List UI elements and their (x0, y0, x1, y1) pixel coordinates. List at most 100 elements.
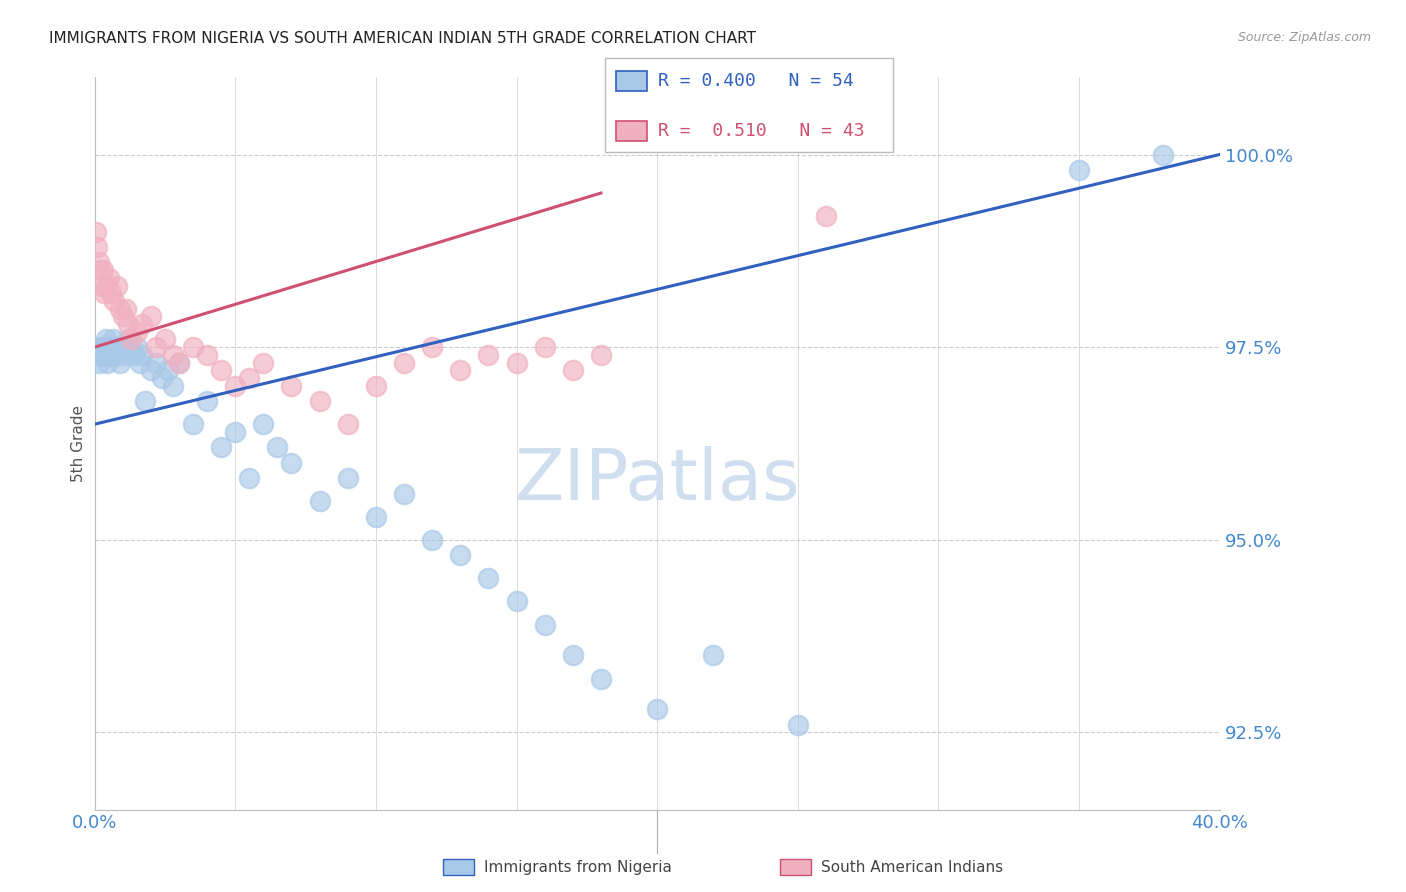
Point (94, 278, 117, 293)
Point (533, 617, 555, 632)
Point (100, 348, 122, 362)
Point (86, 240, 108, 254)
Point (505, 594, 527, 608)
Point (505, 355, 527, 369)
Point (364, 378, 387, 392)
Point (645, 702, 668, 716)
Point (814, 209, 837, 223)
Point (120, 333, 142, 347)
Point (120, 340, 142, 354)
Point (589, 672, 612, 686)
Point (477, 348, 499, 362)
Point (449, 363, 471, 377)
Point (150, 371, 173, 385)
Point (125, 325, 148, 339)
Point (181, 417, 204, 432)
Point (224, 378, 246, 392)
Point (533, 340, 555, 354)
Text: Immigrants from Nigeria: Immigrants from Nigeria (484, 860, 672, 874)
Point (336, 417, 359, 432)
Point (87, 255, 110, 269)
Point (111, 340, 134, 354)
Point (702, 648, 724, 663)
Point (91, 348, 114, 362)
Text: IMMIGRANTS FROM NIGERIA VS SOUTH AMERICAN INDIAN 5TH GRADE CORRELATION CHART: IMMIGRANTS FROM NIGERIA VS SOUTH AMERICA… (49, 31, 756, 46)
Point (114, 348, 136, 362)
Point (101, 333, 124, 347)
Point (308, 494, 330, 508)
Point (1152, 147, 1174, 161)
Point (139, 310, 162, 324)
Point (131, 348, 153, 362)
Point (97, 340, 120, 354)
Point (280, 456, 302, 470)
Point (477, 571, 499, 585)
Point (224, 425, 246, 439)
Point (392, 355, 415, 369)
Point (100, 286, 122, 301)
Point (1067, 162, 1090, 177)
Point (122, 348, 145, 362)
Point (392, 486, 415, 500)
Text: South American Indians: South American Indians (821, 860, 1004, 874)
Point (96, 355, 118, 369)
Point (153, 333, 176, 347)
Point (103, 293, 125, 308)
Point (139, 363, 162, 377)
Point (195, 394, 218, 409)
Y-axis label: 5th Grade: 5th Grade (72, 405, 86, 482)
Point (89, 263, 111, 277)
Point (108, 355, 131, 369)
Point (90, 278, 112, 293)
Point (145, 340, 167, 354)
Point (84, 225, 107, 239)
Text: ZIPatlas: ZIPatlas (515, 446, 800, 515)
Point (364, 509, 387, 524)
Point (336, 471, 359, 485)
Point (167, 355, 190, 369)
Point (209, 441, 232, 455)
Text: Source: ZipAtlas.com: Source: ZipAtlas.com (1237, 31, 1371, 45)
Point (93, 340, 115, 354)
Point (449, 548, 471, 562)
Point (308, 394, 330, 409)
Point (145, 355, 167, 369)
Point (252, 417, 274, 432)
Point (786, 718, 808, 732)
Point (167, 355, 190, 369)
Point (90, 348, 112, 362)
Point (111, 310, 134, 324)
Point (238, 371, 260, 385)
Point (128, 355, 150, 369)
Point (561, 363, 583, 377)
Point (117, 333, 139, 347)
Point (97, 270, 120, 285)
Point (131, 317, 153, 331)
Point (93, 286, 115, 301)
Point (420, 340, 443, 354)
Point (117, 317, 139, 331)
Text: R = 0.400   N = 54: R = 0.400 N = 54 (658, 72, 853, 90)
Point (87, 355, 110, 369)
Point (209, 363, 232, 377)
Point (162, 348, 184, 362)
Point (94, 333, 117, 347)
Point (181, 340, 204, 354)
Point (86, 348, 108, 362)
Point (125, 340, 148, 354)
Point (420, 533, 443, 547)
Point (195, 348, 218, 362)
Point (156, 363, 179, 377)
Point (162, 378, 184, 392)
Point (103, 340, 125, 354)
Point (134, 394, 156, 409)
Point (252, 355, 274, 369)
Point (98, 348, 121, 362)
Point (108, 301, 131, 316)
Point (238, 471, 260, 485)
Text: R =  0.510   N = 43: R = 0.510 N = 43 (658, 122, 865, 140)
Point (91, 263, 114, 277)
Point (105, 348, 128, 362)
Point (561, 648, 583, 663)
Point (105, 278, 128, 293)
